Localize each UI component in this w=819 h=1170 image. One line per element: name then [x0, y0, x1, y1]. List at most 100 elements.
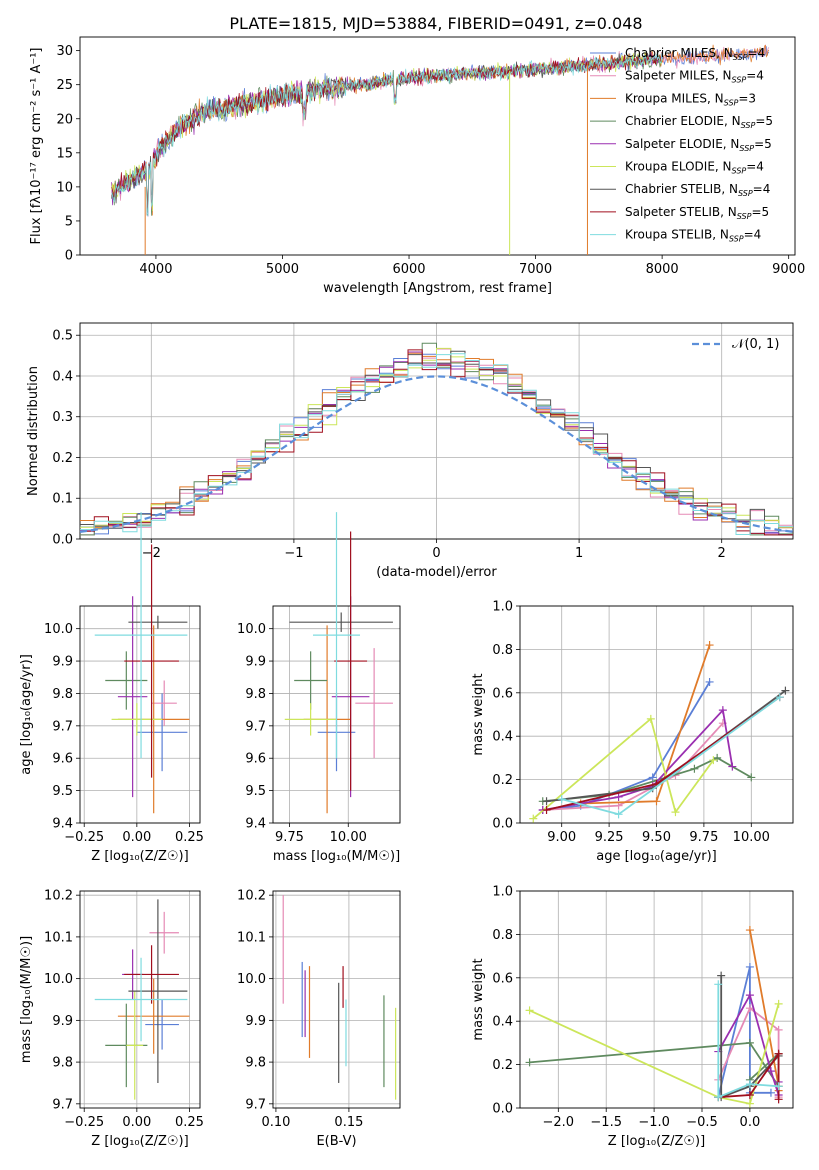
residuals-frame: [79, 322, 794, 540]
y-tick-label: 0.0: [492, 817, 513, 832]
x-axis-label: Z [log₁₀(Z/Z☉)]: [91, 1134, 188, 1149]
histogram-8: [80, 353, 793, 535]
weight-series-7: [718, 1050, 780, 1100]
y-tick-label: 9.7: [245, 719, 266, 734]
legend-entry: Chabrier MILES, NSSP=4: [625, 46, 765, 62]
x-tick-label: 0.25: [175, 1115, 204, 1130]
y-tick-label: 10.2: [237, 889, 266, 904]
weight-series-8: [717, 984, 779, 1099]
weight-marker: [714, 980, 723, 989]
y-tick-label: 10.1: [44, 930, 73, 945]
weight-marker: [745, 991, 754, 1000]
x-tick-label: 1: [575, 546, 583, 561]
y-tick-label: 10.1: [237, 930, 266, 945]
weight-marker: [525, 1006, 534, 1015]
legend-entry: Kroupa ELODIE, NSSP=4: [625, 160, 764, 176]
x-tick-label: 0.00: [122, 1115, 151, 1130]
y-tick-label: 0.0: [492, 1102, 513, 1117]
y-tick-label: 1.0: [492, 600, 513, 615]
z_vs_age-frame: [79, 605, 201, 824]
spectrum-axes: 4000 5000 6000 7000 8000 9000 0 5 10 15 20 25 30 wave…: [29, 36, 805, 296]
y-axis-label: age [log₁₀(age/yr)]: [19, 654, 34, 775]
y-tick-label: 9.8: [52, 687, 73, 702]
y-tick-label: 0.4: [492, 730, 513, 745]
legend-entry: Salpeter STELIB, NSSP=5: [625, 205, 769, 221]
y-tick-label: 0.0: [52, 533, 73, 548]
y-tick-label: 9.9: [52, 655, 73, 670]
mass_vs_age-points: [284, 512, 393, 814]
y-tick-label: 9.9: [245, 1014, 266, 1029]
y-tick-label: 9.7: [52, 719, 73, 734]
x-tick-label: −0.5: [686, 1115, 718, 1130]
x-axis-label: E(B-V): [316, 1134, 356, 1149]
weight-marker: [614, 810, 623, 819]
residuals-axes: −2 −1 0 1 20.00.10.20.30.40.5(data-model)/er…: [26, 322, 794, 580]
weight-marker: [745, 1099, 754, 1108]
ebv_vs_mass-points: [282, 895, 397, 1100]
weight-marker: [774, 1095, 783, 1104]
weight-series-0: [717, 966, 771, 1098]
y-tick-label: 30: [56, 44, 73, 59]
y-tick-label: 0.8: [492, 928, 513, 943]
weight-marker: [542, 797, 551, 806]
z_vs_mass-frame: [79, 890, 201, 1109]
y-axis-label: Flux [fλ10⁻¹⁷ erg cm⁻² s⁻¹ A⁻¹]: [29, 48, 44, 245]
y-tick-label: 25: [56, 78, 73, 93]
y-tick-label: 10.0: [44, 972, 73, 987]
weight-marker: [728, 762, 737, 771]
weight-marker: [745, 962, 754, 971]
z_vs_mass-points: [94, 899, 190, 1100]
weight-marker: [774, 1025, 783, 1034]
y-tick-label: 9.5: [52, 784, 73, 799]
x-tick-label: −1.5: [590, 1115, 622, 1130]
weight-marker: [652, 797, 661, 806]
x-tick-label: 4000: [139, 262, 172, 277]
weight-series-5: [529, 1003, 780, 1105]
weight-marker: [557, 795, 566, 804]
y-tick-label: 5: [65, 214, 73, 229]
x-tick-label: −1.0: [638, 1115, 670, 1130]
ebv_vs_mass-frame: [272, 890, 401, 1109]
weight-marker: [714, 1093, 723, 1102]
x-tick-label: 6000: [392, 262, 425, 277]
x-axis-label: mass [log₁₀(M/M☉)]: [273, 849, 400, 864]
x-axis-label: (data-model)/error: [376, 565, 497, 580]
legend-entry: Salpeter MILES, NSSP=4: [625, 69, 764, 85]
weight-marker: [542, 805, 551, 814]
y-tick-label: 9.6: [245, 752, 266, 767]
y-tick-label: 0.5: [52, 329, 73, 344]
x-tick-label: −0.25: [64, 1115, 104, 1130]
x-tick-label: 7000: [519, 262, 552, 277]
y-tick-label: 0.2: [492, 1058, 513, 1073]
y-tick-label: 20: [56, 112, 73, 127]
weight-series-6: [720, 975, 780, 1099]
weight-series-6: [546, 689, 786, 803]
x-tick-label: −0.25: [64, 830, 104, 845]
y-tick-label: 9.5: [245, 784, 266, 799]
weight-marker: [671, 808, 680, 817]
x-tick-label: −1: [284, 546, 303, 561]
x-tick-label: −2.0: [543, 1115, 575, 1130]
weight-marker: [745, 1038, 754, 1047]
z_vs_weight-frame: [519, 890, 794, 1109]
histogram-7: [80, 349, 793, 536]
weight-marker: [525, 1058, 534, 1067]
y-tick-label: 10.2: [44, 889, 73, 904]
weight-marker: [690, 764, 699, 773]
ebv_vs_mass-axes: 0.10 0.15 9.7 9.8 9.9 10.0 10.1 10.2 E(B-V): [237, 889, 401, 1149]
weight-marker: [648, 773, 657, 782]
x-tick-label: 0: [432, 546, 440, 561]
y-tick-label: 0.2: [52, 451, 73, 466]
x-tick-label: 0.25: [175, 830, 204, 845]
x-tick-label: 0.00: [122, 830, 151, 845]
normal-curve: [79, 375, 794, 533]
age_vs_weight-frame: [519, 605, 794, 824]
x-tick-label: 10.00: [330, 830, 367, 845]
x-tick-label: 5000: [266, 262, 299, 277]
y-tick-label: 9.9: [52, 1014, 73, 1029]
y-tick-label: 9.9: [245, 655, 266, 670]
age_vs_weight-axes: 9.00 9.25 9.50 9.75 10.00 0.0 0.2 0.4 0.6 0.8 1.0 a…: [471, 600, 794, 864]
y-tick-label: 10.0: [237, 972, 266, 987]
y-tick-label: 0.4: [52, 369, 73, 384]
y-tick-label: 0.3: [52, 410, 73, 425]
